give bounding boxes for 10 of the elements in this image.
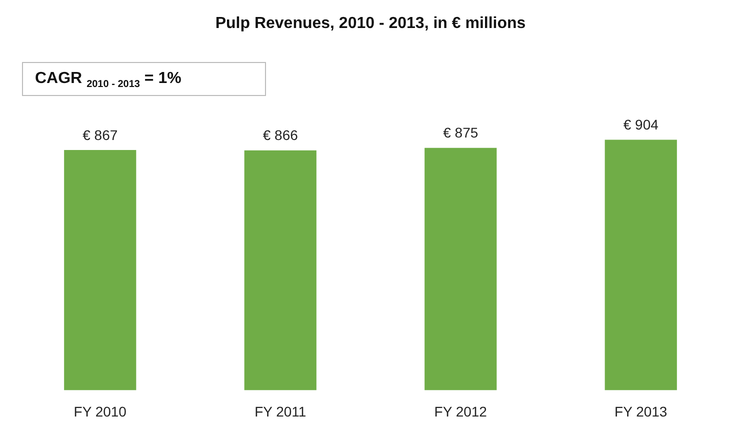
data-label: € 875 [443, 124, 478, 141]
x-tick-label: FY 2013 [614, 403, 668, 420]
data-label: € 867 [82, 126, 118, 143]
x-tick-label: FY 2012 [434, 403, 488, 420]
data-label: € 866 [262, 127, 298, 144]
chart-title: Pulp Revenues, 2010 - 2013, in € millions [215, 15, 526, 32]
text: CAGR $_{2010 - 2013}$ = 1% [22, 62, 266, 96]
x-tick-label: FY 2011 [254, 403, 306, 420]
x-tick-label: FY 2010 [74, 403, 127, 420]
data-label: € 904 [623, 116, 659, 133]
